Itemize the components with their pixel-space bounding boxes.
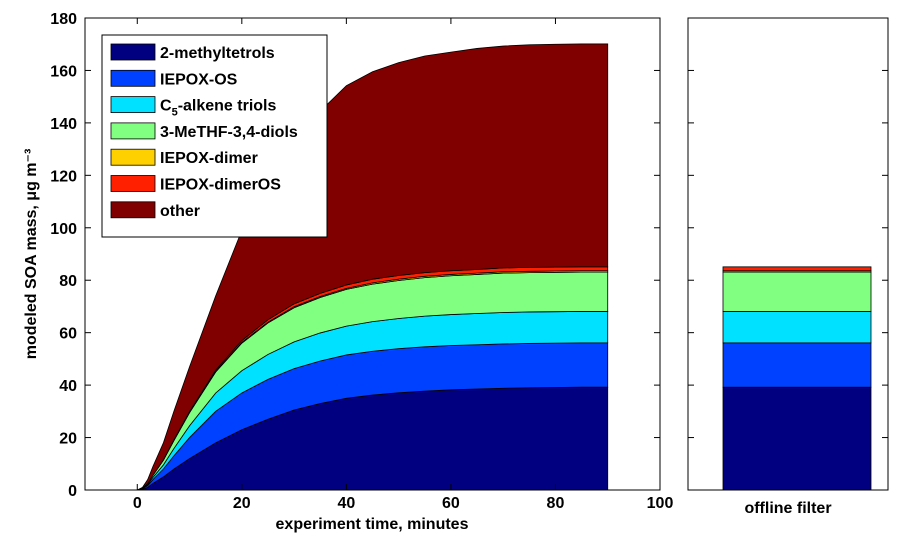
- main-plot-frame: [84, 17, 661, 491]
- y-tick-label-6: 120: [50, 168, 77, 185]
- y-tick-label-5: 100: [50, 221, 77, 238]
- legend-label-0: 2-methyltetrols: [160, 45, 275, 62]
- y-tick-label-2: 40: [59, 378, 77, 395]
- legend-label-4: IEPOX-dimer: [160, 150, 258, 167]
- y-tick-label-3: 60: [59, 326, 77, 343]
- legend-label-1: IEPOX-OS: [160, 71, 238, 88]
- legend-swatch-3: [110, 122, 156, 140]
- offline-filter-bar-2: [722, 311, 872, 344]
- legend-swatch-5: [110, 175, 156, 192]
- legend-swatch-2: [110, 96, 156, 113]
- legend-label-2: C5-alkene triols: [160, 98, 276, 119]
- legend-swatch-6: [110, 201, 156, 219]
- legend-swatch-4: [110, 148, 156, 166]
- x-tick-label-0: 0: [133, 495, 142, 512]
- offline-filter-bar-5: [722, 266, 872, 272]
- x-tick-label-4: 80: [547, 495, 565, 512]
- offline-filter-bar-1: [722, 342, 872, 388]
- main-plot-areas: [137, 43, 609, 490]
- legend-label-3: 3-MeTHF-3,4-diols: [160, 124, 298, 141]
- legend-label-5: IEPOX-dimerOS: [160, 177, 281, 194]
- offline-filter-label: offline filter: [744, 500, 831, 517]
- legend: 2-methyltetrols IEPOX-OS C5-alkene triols 3…: [101, 34, 328, 238]
- y-tick-label-7: 140: [50, 116, 77, 133]
- offline-filter-bar-0: [722, 386, 872, 491]
- x-tick-label-5: 100: [647, 495, 674, 512]
- y-axis-title: modeled SOA mass, μg m⁻³: [23, 149, 40, 360]
- x-tick-label-2: 40: [337, 495, 355, 512]
- axes: 0 20 40 60 80 100 0 20 40 60 80 100 120 140 160 180: [50, 11, 888, 512]
- offline-filter-bars: [722, 266, 872, 491]
- offline-plot-frame: [687, 17, 889, 491]
- area-series-6: [137, 43, 609, 490]
- y-tick-label-1: 20: [59, 431, 77, 448]
- x-tick-label-3: 60: [442, 495, 460, 512]
- y-tick-label-8: 160: [50, 63, 77, 80]
- legend-swatch-0: [110, 43, 156, 61]
- legend-swatch-1: [110, 69, 156, 87]
- y-tick-label-0: 0: [68, 483, 77, 500]
- legend-label-6: other: [160, 203, 200, 220]
- y-tick-label-4: 80: [59, 273, 77, 290]
- y-tick-label-9: 180: [50, 11, 77, 28]
- x-tick-label-1: 20: [233, 495, 251, 512]
- offline-filter-bar-3: [722, 271, 872, 312]
- x-axis-title: experiment time, minutes: [276, 516, 469, 533]
